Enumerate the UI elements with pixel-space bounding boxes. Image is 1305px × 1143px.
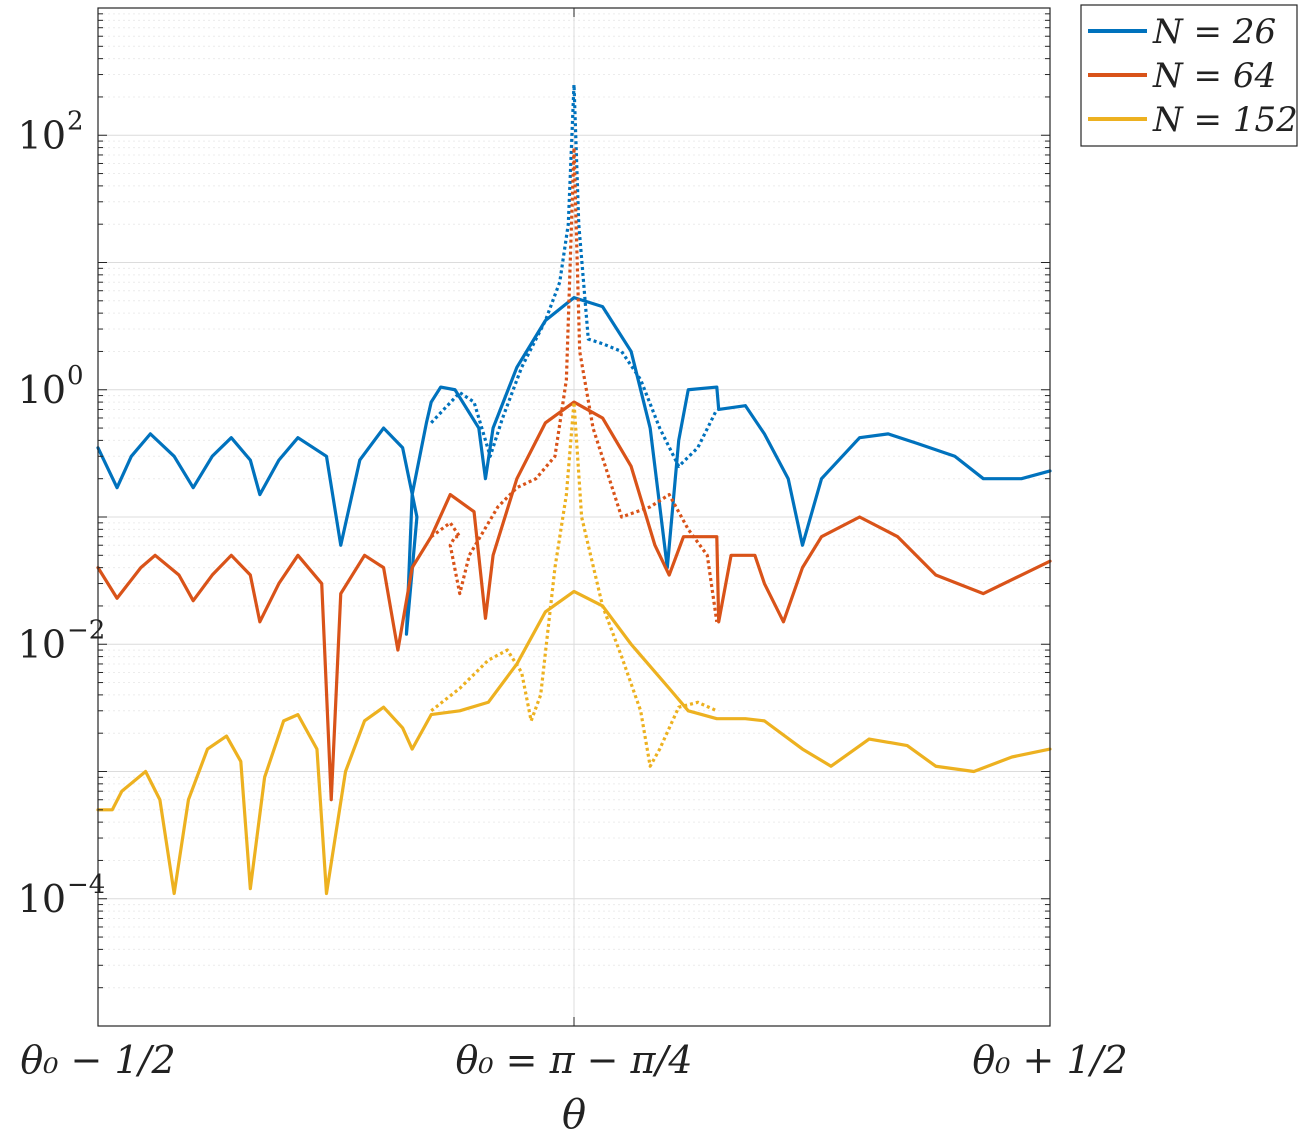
y-tick-exponent: 0 — [67, 361, 84, 391]
y-tick-exponent: −2 — [67, 615, 105, 645]
y-tick-base: 10 — [18, 113, 66, 157]
x-tick-label: θ₀ − 1/2 — [20, 1038, 175, 1082]
x-tick-labels: θ₀ − 1/2 θ₀ = π − π/4 θ₀ + 1/2 — [20, 1038, 1127, 1082]
legend: N = 26N = 64N = 152 — [1080, 4, 1298, 147]
series-line-0 — [96, 295, 1052, 636]
y-tick-label: 10 — [18, 622, 66, 666]
grid-lines — [97, 8, 1051, 1027]
x-tick-label: θ₀ + 1/2 — [972, 1038, 1127, 1082]
legend-label: N = 152 — [1152, 100, 1298, 140]
series-line-3 — [430, 145, 719, 623]
axis-ticks — [97, 8, 1051, 1027]
legend-label: N = 64 — [1152, 56, 1276, 96]
series-line-4 — [96, 589, 1052, 896]
y-tick-label: 10 — [18, 113, 66, 157]
y-tick-label: 10 — [18, 368, 66, 412]
legend-label: N = 26 — [1152, 12, 1276, 52]
series-group — [96, 83, 1052, 896]
x-axis-label: θ — [562, 1092, 586, 1138]
y-tick-base: 10 — [18, 622, 66, 666]
series-line-2 — [96, 400, 1052, 802]
y-tick-label: 10 — [18, 877, 66, 921]
y-tick-exponent: 2 — [67, 106, 84, 136]
y-tick-exponent: −4 — [67, 870, 105, 900]
x-tick-label: θ₀ = π − π/4 — [455, 1038, 692, 1082]
series-line-5 — [430, 400, 718, 768]
y-tick-base: 10 — [18, 368, 66, 412]
y-tick-base: 10 — [18, 877, 66, 921]
